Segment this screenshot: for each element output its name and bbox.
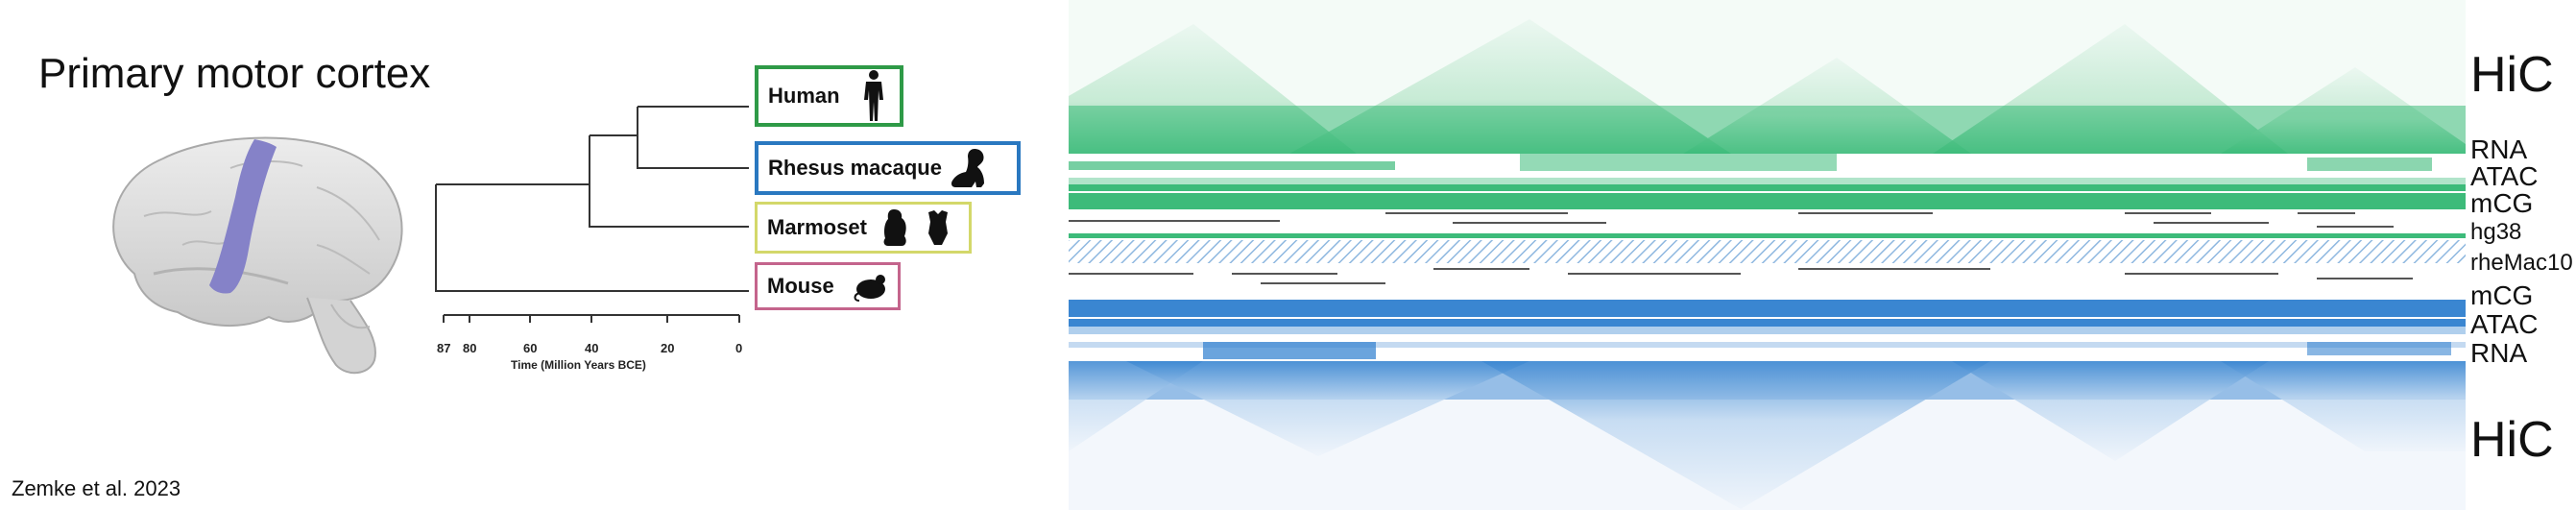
tick-60: 60 xyxy=(523,341,538,355)
track-label-bottom-hic: HiC xyxy=(2470,412,2554,468)
track-label-bottom-mcg: mCG xyxy=(2470,280,2534,310)
species-label-macaque: Rhesus macaque xyxy=(768,156,942,180)
citation: Zemke et al. 2023 xyxy=(12,476,181,500)
tick-20: 20 xyxy=(661,341,675,355)
species-human: Human xyxy=(755,65,903,127)
tick-80: 80 xyxy=(463,341,477,355)
track-label-rhemac10: rheMac10 xyxy=(2470,250,2573,276)
top-hic-heatmap xyxy=(1069,0,2466,154)
time-axis-label: Time (Million Years BCE) xyxy=(511,358,646,372)
track-label-bottom-rna: RNA xyxy=(2470,338,2528,368)
track-label-top-mcg: mCG xyxy=(2470,188,2534,218)
rhemac10-gene-track xyxy=(1069,268,2413,284)
hg38-gene-track xyxy=(1069,212,2394,228)
species-label-marmoset: Marmoset xyxy=(767,215,867,239)
motor-cortex-highlight xyxy=(209,139,277,294)
macaque-silhouette-icon xyxy=(951,149,984,187)
bottom-mcg-track xyxy=(1069,300,2466,317)
hg38-ideogram xyxy=(1069,233,2466,238)
species-marmoset: Marmoset xyxy=(755,202,972,254)
tick-87: 87 xyxy=(437,341,451,355)
species-label-mouse: Mouse xyxy=(767,274,834,298)
top-mcg-track xyxy=(1069,193,2466,209)
track-label-bottom-atac: ATAC xyxy=(2470,309,2539,339)
tick-0: 0 xyxy=(735,341,743,355)
macaque-branch xyxy=(637,107,749,169)
bottom-atac-track xyxy=(1069,319,2466,334)
track-label-top-hic: HiC xyxy=(2470,47,2554,103)
alignment-band xyxy=(1069,240,2466,263)
brain-illustration xyxy=(112,136,403,375)
track-label-top-atac: ATAC xyxy=(2470,161,2539,191)
bottom-hic-heatmap xyxy=(1069,361,2466,510)
bottom-rna-track xyxy=(1069,338,2466,359)
species-mouse: Mouse xyxy=(755,262,901,310)
top-atac-track xyxy=(1069,178,2466,191)
mouse-branch xyxy=(435,184,749,292)
top-rna-track xyxy=(1069,154,2466,173)
human-silhouette-icon xyxy=(863,70,883,121)
marmoset-face-icon xyxy=(927,210,948,245)
track-label-top-rna: RNA xyxy=(2470,134,2528,164)
species-rhesus-macaque: Rhesus macaque xyxy=(755,141,1021,195)
track-label-hg38: hg38 xyxy=(2470,219,2522,245)
phylogenetic-tree xyxy=(435,106,749,323)
tick-40: 40 xyxy=(585,341,599,355)
figure-title: Primary motor cortex xyxy=(38,50,431,97)
species-label-human: Human xyxy=(768,84,840,108)
genome-browser-panel xyxy=(1069,0,2466,510)
marmoset-branch xyxy=(589,135,749,228)
marmoset-silhouette-icon xyxy=(883,209,906,246)
mouse-silhouette-icon xyxy=(854,275,885,302)
